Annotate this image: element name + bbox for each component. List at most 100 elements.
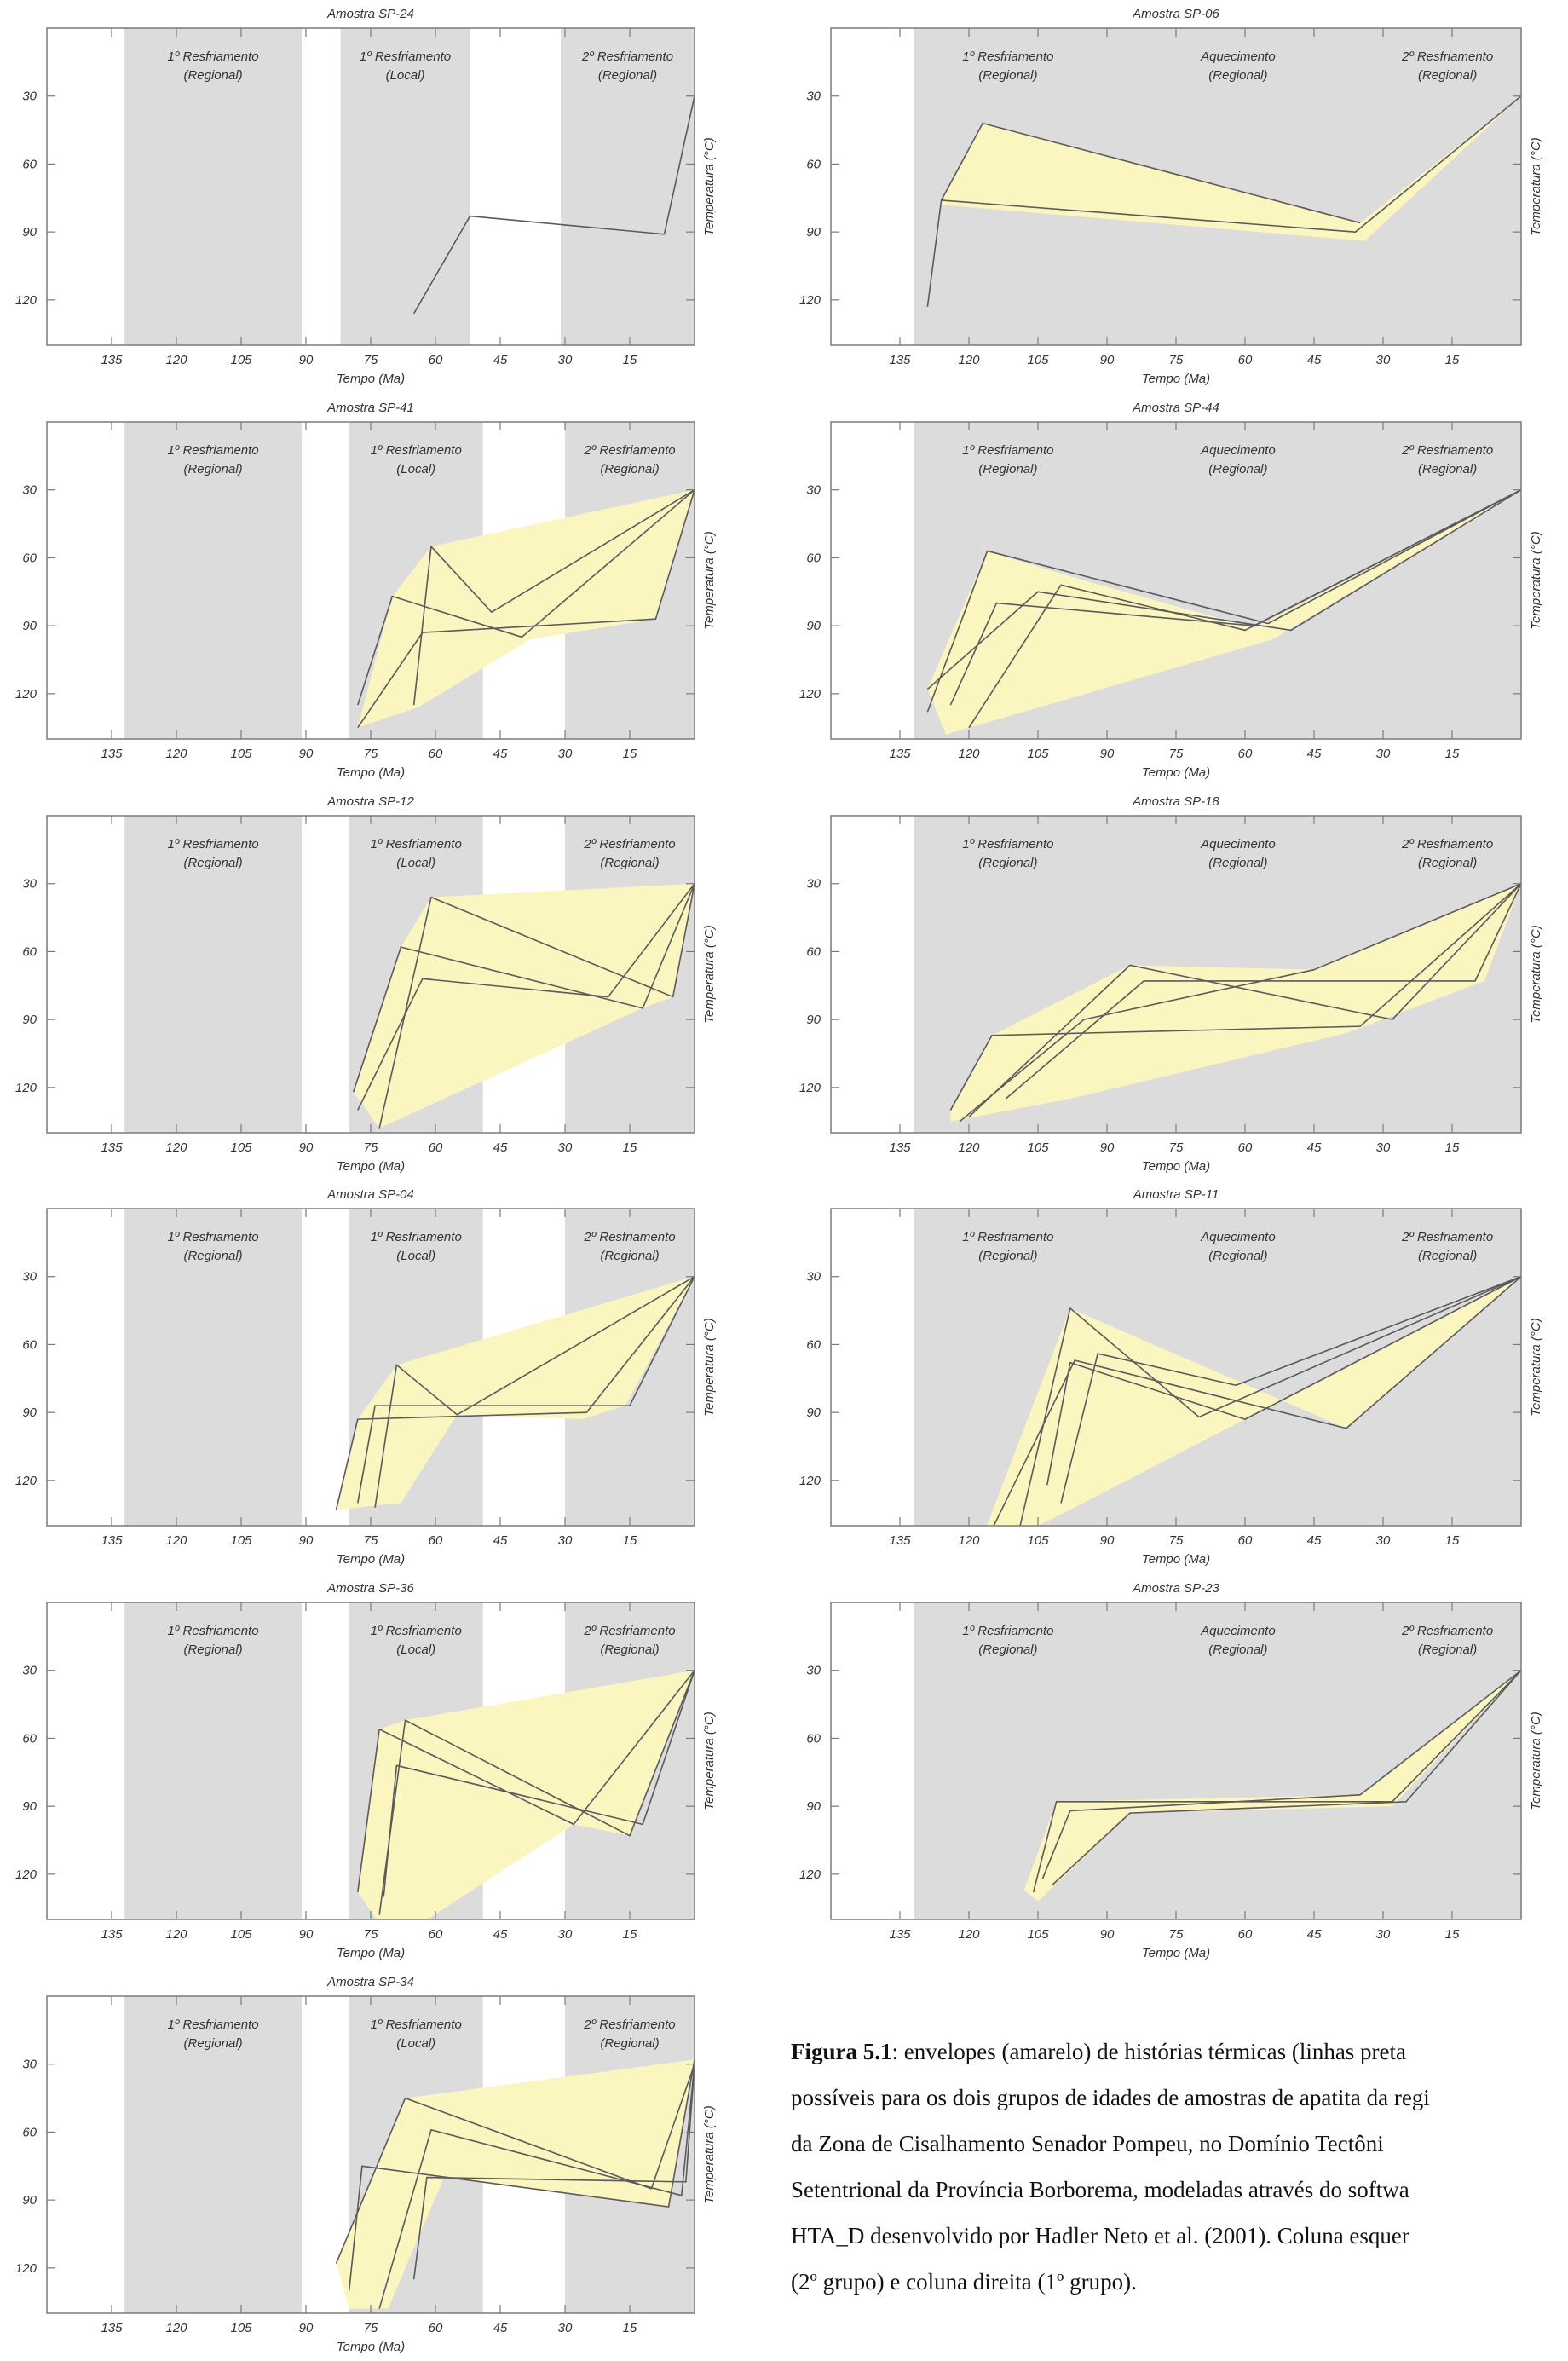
x-tick-label: 105	[1027, 747, 1049, 761]
y-tick-label: 90	[22, 225, 37, 240]
chart-title: Amostra SP-23	[1132, 1581, 1219, 1596]
chart-panel: 1º Resfriamento (Regional) 1º Resfriamento…	[15, 794, 717, 1174]
period-label-sub: (Regional)	[183, 68, 242, 83]
period-label: 2º Resfriamento	[581, 49, 673, 64]
plot-area	[124, 1602, 695, 1919]
x-tick-label: 45	[493, 747, 508, 761]
thermal-history-line	[357, 489, 695, 706]
x-axis-label: Tempo (Ma)	[337, 765, 405, 780]
x-tick-label: 75	[364, 1927, 378, 1942]
period-label: Aquecimento	[1200, 1624, 1276, 1638]
plot-area	[124, 28, 695, 345]
x-tick-label: 60	[1238, 353, 1253, 367]
period-label: Aquecimento	[1200, 1230, 1276, 1244]
y-tick-label: 90	[22, 2193, 37, 2208]
y-tick-label: 60	[806, 157, 821, 171]
y-tick-label: 120	[15, 1867, 37, 1882]
chart-panel: 1º Resfriamento (Regional) Aquecimento (Reg…	[799, 794, 1543, 1174]
y-tick-label: 120	[15, 1474, 37, 1488]
caption-line-5: HTA_D desenvolvido por Hadler Neto et al…	[791, 2223, 1409, 2248]
period-label: 1º Resfriamento	[167, 1230, 258, 1244]
y-tick-label: 120	[15, 2261, 37, 2276]
x-tick-label: 105	[230, 1927, 252, 1942]
period-label-sub: (Local)	[396, 1249, 435, 1263]
chart-panel: 1º Resfriamento (Regional) 1º Resfriamento…	[15, 401, 717, 780]
y-tick-label: 90	[806, 225, 821, 240]
chart-title: Amostra SP-34	[326, 1975, 414, 1989]
y-tick-label: 60	[22, 157, 37, 171]
x-tick-label: 135	[101, 1533, 123, 1548]
y-tick-label: 60	[22, 2125, 37, 2139]
chart-title: Amostra SP-18	[1132, 794, 1219, 809]
x-tick-label: 90	[299, 353, 314, 367]
period-label-sub: (Regional)	[600, 1642, 659, 1657]
period-shade	[1374, 28, 1521, 345]
chart-title: Amostra SP-24	[326, 7, 414, 21]
thermal-history-line	[940, 122, 1361, 224]
period-label-sub: (Regional)	[183, 856, 242, 870]
x-axis-label: Tempo (Ma)	[337, 2340, 405, 2354]
x-tick-label: 45	[493, 1140, 508, 1155]
x-tick-label: 135	[889, 1533, 911, 1548]
caption-figure-label: Figura 5.1	[791, 2039, 892, 2064]
thermal-history-line	[357, 883, 695, 1111]
thermal-history-line	[378, 2064, 695, 2309]
x-tick-label: 60	[1238, 1140, 1253, 1155]
x-tick-label: 90	[1100, 1533, 1115, 1548]
chart-panel: 1º Resfriamento (Regional) 1º Resfriamento…	[15, 1581, 717, 1960]
x-tick-label: 45	[1307, 1140, 1322, 1155]
chart-panel: 1º Resfriamento (Regional) 1º Resfriamento…	[15, 1187, 717, 1567]
x-tick-label: 60	[429, 2321, 443, 2335]
x-tick-label: 105	[1027, 1140, 1049, 1155]
period-label: 1º Resfriamento	[167, 1624, 258, 1638]
x-tick-label: 90	[1100, 1927, 1115, 1942]
y-tick-label: 30	[22, 2058, 37, 2072]
period-label: 1º Resfriamento	[167, 837, 258, 851]
period-label: 2º Resfriamento	[1401, 443, 1493, 458]
x-tick-label: 120	[165, 2321, 187, 2335]
x-tick-label: 15	[623, 1140, 637, 1155]
x-tick-label: 75	[1169, 1927, 1184, 1942]
thermal-history-line	[949, 883, 1521, 1111]
y-tick-label: 30	[22, 483, 37, 498]
x-tick-label: 45	[493, 1927, 508, 1942]
thermal-history-line	[378, 1670, 695, 1915]
chart-title: Amostra SP-04	[326, 1187, 414, 1202]
period-label-sub: (Regional)	[1418, 856, 1477, 870]
x-tick-label: 105	[230, 1140, 252, 1155]
thermal-history-line	[335, 1276, 695, 1510]
period-label: 2º Resfriamento	[583, 2018, 675, 2032]
x-axis-label: Tempo (Ma)	[337, 1946, 405, 1960]
envelope-area	[336, 1276, 695, 1510]
y-tick-label: 90	[806, 619, 821, 633]
x-tick-label: 75	[1169, 1533, 1184, 1548]
y-tick-label: 90	[22, 1013, 37, 1027]
chart-panel: 1º Resfriamento (Regional) 1º Resfriamento…	[15, 1975, 717, 2354]
x-tick-label: 75	[1169, 353, 1184, 367]
period-label-sub: (Regional)	[1208, 1249, 1267, 1263]
x-tick-label: 15	[623, 353, 637, 367]
y-tick-label: 60	[22, 1337, 37, 1352]
x-tick-label: 90	[1100, 1140, 1115, 1155]
x-tick-label: 105	[230, 353, 252, 367]
thermal-history-line	[357, 1276, 695, 1504]
y-tick-label: 60	[22, 551, 37, 565]
plot-area	[914, 422, 1521, 739]
period-label: 1º Resfriamento	[371, 837, 462, 851]
y-axis-label: Temperatura (°C)	[1529, 531, 1543, 629]
y-tick-label: 30	[806, 1270, 821, 1284]
x-tick-label: 75	[364, 1533, 378, 1548]
y-tick-label: 90	[22, 1406, 37, 1420]
chart-title: Amostra SP-36	[326, 1581, 414, 1596]
x-tick-label: 135	[101, 2321, 123, 2335]
thermal-history-line	[1051, 1670, 1521, 1886]
x-tick-label: 135	[889, 353, 911, 367]
x-tick-label: 90	[299, 747, 314, 761]
x-tick-label: 15	[623, 747, 637, 761]
plot-area	[124, 422, 695, 739]
period-shade	[1374, 1602, 1521, 1919]
x-tick-label: 120	[165, 747, 187, 761]
x-tick-label: 15	[623, 1533, 637, 1548]
chart-title: Amostra SP-44	[1132, 401, 1219, 415]
